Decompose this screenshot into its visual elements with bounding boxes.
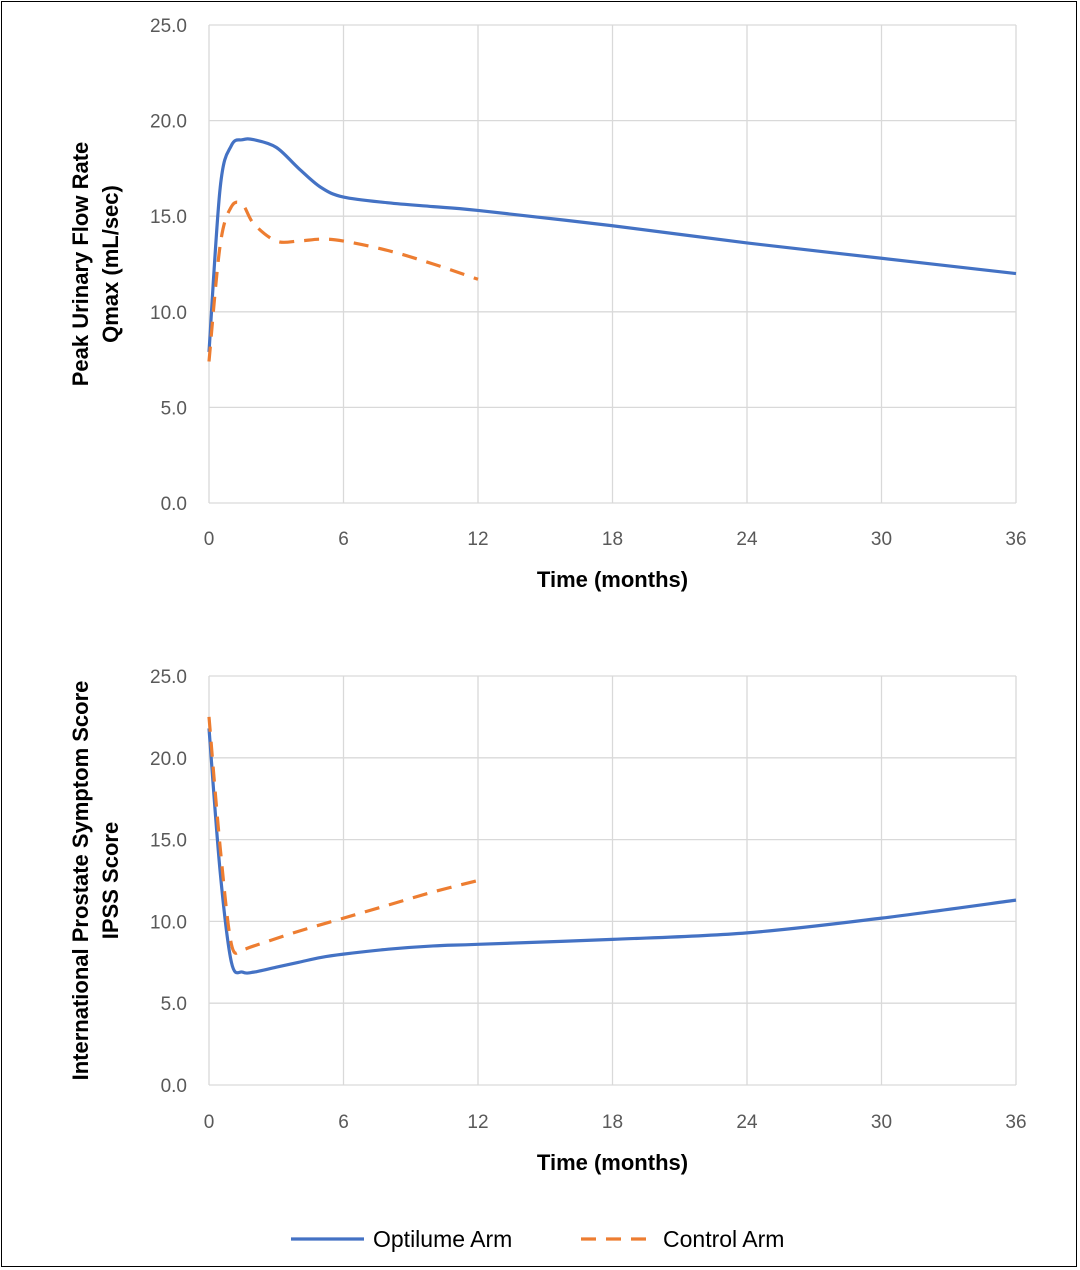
- x-axis-title: Time (months): [537, 1150, 688, 1175]
- y-tick-label: 0.0: [161, 1076, 187, 1097]
- x-tick-label: 30: [871, 529, 892, 550]
- x-tick-label: 36: [1005, 1112, 1026, 1133]
- y-tick-label: 5.0: [161, 398, 187, 419]
- y-tick-label: 10.0: [150, 303, 187, 324]
- series-line-optilume-arm: [207, 137, 1017, 353]
- legend-label-control: Control Arm: [663, 1226, 784, 1252]
- x-tick-label: 12: [467, 529, 488, 550]
- y-tick-label: 25.0: [150, 667, 187, 688]
- x-tick-label: 18: [602, 1112, 623, 1133]
- x-tick-label: 6: [338, 529, 349, 550]
- y-tick-label: 10.0: [150, 912, 187, 933]
- ipss-chart: 0.0 5.0 10.0 15.0 20.0 25.0 0 6 12 18 24 30 36 Time (…: [68, 667, 1027, 1175]
- x-tick-label: 0: [204, 529, 215, 550]
- x-tick-label: 0: [204, 1112, 215, 1133]
- y-axis-title-line2: IPSS Score: [98, 822, 123, 939]
- legend: Optilume Arm Control Arm: [291, 1226, 784, 1252]
- y-tick-label: 0.0: [161, 494, 187, 515]
- x-tick-label: 24: [736, 1112, 758, 1133]
- series-line-control-arm: [207, 716, 479, 955]
- legend-label-optilume: Optilume Arm: [373, 1226, 512, 1252]
- x-tick-label: 30: [871, 1112, 892, 1133]
- x-tick-label: 6: [338, 1112, 349, 1133]
- gridlines: [208, 675, 1017, 1086]
- y-axis-title-line2: Qmax (mL/sec): [98, 185, 123, 343]
- series-line-optilume-arm: [207, 728, 1017, 975]
- x-tick-label: 12: [467, 1112, 488, 1133]
- y-tick-label: 20.0: [150, 749, 187, 770]
- qmax-chart: 0.0 5.0 10.0 15.0 20.0 25.0 0 6 12 18 24 30 36 Time (…: [68, 16, 1027, 592]
- y-tick-label: 15.0: [150, 831, 187, 852]
- gridlines: [208, 24, 1017, 504]
- y-tick-label: 25.0: [150, 16, 187, 37]
- y-axis-title-line1: Peak Urinary Flow Rate: [68, 142, 93, 387]
- y-tick-label: 5.0: [161, 994, 187, 1015]
- y-axis-title-line1: International Prostate Symptom Score: [68, 681, 93, 1081]
- x-axis-title: Time (months): [537, 567, 688, 592]
- x-tick-label: 18: [602, 529, 623, 550]
- y-tick-label: 20.0: [150, 112, 187, 133]
- series-line-control-arm: [207, 200, 479, 362]
- x-tick-label: 36: [1005, 529, 1026, 550]
- y-tick-label: 15.0: [150, 207, 187, 228]
- x-tick-label: 24: [736, 529, 758, 550]
